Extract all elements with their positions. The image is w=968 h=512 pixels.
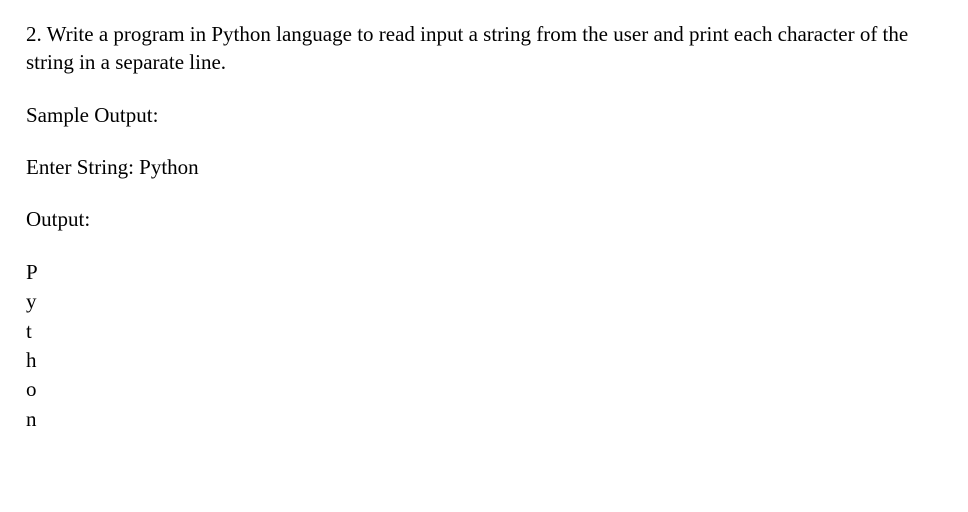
enter-string-line: Enter String: Python (26, 153, 942, 181)
char-line: o (26, 375, 942, 404)
char-line: y (26, 287, 942, 316)
char-line: n (26, 405, 942, 434)
output-heading: Output: (26, 205, 942, 233)
char-line: h (26, 346, 942, 375)
question-text: 2. Write a program in Python language to… (26, 20, 942, 77)
sample-output-heading: Sample Output: (26, 101, 942, 129)
char-line: P (26, 258, 942, 287)
output-chars: P y t h o n (26, 258, 942, 434)
char-line: t (26, 317, 942, 346)
